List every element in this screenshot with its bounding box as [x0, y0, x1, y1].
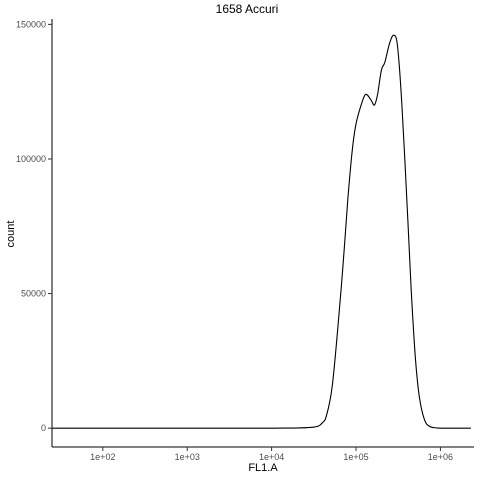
y-axis-title: count: [5, 221, 17, 248]
y-tick-label: 150000: [16, 19, 46, 29]
x-tick-label: 1e+06: [428, 452, 453, 462]
x-axis: 1e+02 1e+03 1e+04 1e+05 1e+06: [52, 446, 474, 462]
x-tick-label: 1e+05: [343, 452, 368, 462]
y-tick-label: 0: [41, 423, 46, 433]
chart-title: 1658 Accuri: [216, 2, 279, 16]
x-tick-label: 1e+04: [259, 452, 284, 462]
y-tick-label: 100000: [16, 154, 46, 164]
x-axis-title: FL1.A: [248, 462, 278, 474]
plot-area: [52, 34, 471, 429]
y-axis: 0 50000 100000 150000: [16, 19, 53, 447]
x-tick-label: 1e+03: [175, 452, 200, 462]
density-line: [52, 34, 471, 429]
y-tick-label: 50000: [21, 289, 46, 299]
x-tick-label: 1e+02: [90, 452, 115, 462]
